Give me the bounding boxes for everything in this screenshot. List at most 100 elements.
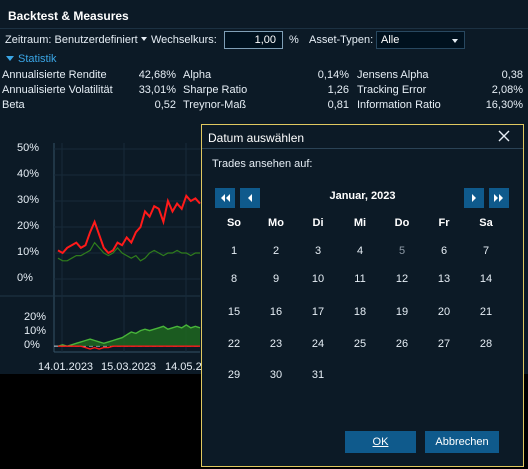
series-line <box>57 241 200 262</box>
calendar-day[interactable]: 25 <box>353 338 367 350</box>
x-tick-label: 15.03.2023 <box>101 361 157 373</box>
performance-chart <box>0 143 201 353</box>
weekday-header: Sa <box>479 217 493 229</box>
series-line <box>58 345 200 350</box>
stat-value: 42,68% <box>138 69 176 81</box>
zeitraum-label: Zeitraum: Benutzerdefiniert <box>5 34 138 46</box>
calendar-day[interactable]: 21 <box>479 306 493 318</box>
y-tick-label: 10% <box>17 246 40 258</box>
calendar-day[interactable]: 18 <box>353 306 367 318</box>
stat-value: 33,01% <box>138 84 176 96</box>
y-tick-label: 0% <box>24 339 40 352</box>
y-tick-label: 40% <box>17 168 40 180</box>
weekday-header: Mo <box>268 217 284 229</box>
dialog-title: Datum auswählen <box>208 131 305 145</box>
stat-value: 2,08% <box>491 84 523 96</box>
prev-month-button[interactable] <box>240 188 260 208</box>
dialog-titlebar: Datum auswählen <box>202 125 523 149</box>
calendar-day[interactable]: 31 <box>311 369 325 381</box>
y-tick-label: 0% <box>17 272 33 284</box>
close-icon[interactable] <box>497 129 511 143</box>
calendar-day[interactable]: 14 <box>479 273 493 285</box>
calendar-day[interactable]: 8 <box>230 273 238 285</box>
y-tick-label: 10% <box>24 325 47 337</box>
stat-label: Annualisierte Rendite <box>2 69 107 81</box>
calendar-day[interactable]: 1 <box>230 245 238 257</box>
stat-value: 0,14% <box>317 69 349 81</box>
calendar-day[interactable]: 30 <box>269 369 283 381</box>
calendar-day[interactable]: 7 <box>482 245 490 257</box>
last-month-button[interactable] <box>489 188 509 208</box>
chevron-down-icon <box>140 37 147 41</box>
asset-types-select[interactable]: Alle <box>376 31 465 49</box>
cancel-button[interactable]: Abbrechen <box>425 431 499 453</box>
calendar-day[interactable]: 4 <box>356 245 364 257</box>
stat-label: Treynor-Maß <box>183 99 247 111</box>
x-tick-label: 14.01.2023 <box>38 361 94 373</box>
y-tick-label: 30% <box>17 194 40 206</box>
statistik-toggle[interactable]: Statistik <box>6 53 57 65</box>
stat-label: Information Ratio <box>357 99 441 111</box>
calendar-day[interactable]: 27 <box>437 338 451 350</box>
stat-value: 1,26 <box>327 84 349 96</box>
calendar-day[interactable]: 13 <box>437 273 451 285</box>
calendar-day[interactable]: 6 <box>440 245 448 257</box>
y-tick-label: 50% <box>17 142 40 154</box>
stat-label: Sharpe Ratio <box>183 84 248 96</box>
ok-label: OK <box>372 436 389 448</box>
stat-label: Alpha <box>183 69 212 81</box>
calendar-day[interactable]: 3 <box>314 245 322 257</box>
dialog-prompt: Trades ansehen auf: <box>212 158 313 170</box>
calendar-day[interactable]: 20 <box>437 306 451 318</box>
stat-label: Beta <box>2 99 25 111</box>
calendar-day[interactable]: 12 <box>395 273 409 285</box>
calendar-day[interactable]: 2 <box>272 245 280 257</box>
calendar-day[interactable]: 10 <box>311 273 325 285</box>
calendar-day[interactable]: 23 <box>269 338 283 350</box>
chevron-right-icon <box>472 194 476 202</box>
first-month-button[interactable] <box>215 188 235 208</box>
stat-label: Annualisierte Volatilität <box>2 84 113 96</box>
calendar-day[interactable]: 11 <box>354 273 366 285</box>
wechselkurs-input[interactable]: 1,00 <box>224 31 283 49</box>
weekday-header: Fr <box>438 217 450 229</box>
series-line <box>57 324 201 347</box>
calendar-day[interactable]: 26 <box>395 338 409 350</box>
calendar-day[interactable]: 5 <box>398 245 406 257</box>
header-divider <box>0 28 528 29</box>
calendar-day[interactable]: 16 <box>269 306 283 318</box>
stat-label: Tracking Error <box>357 84 427 96</box>
weekday-header: Mi <box>353 217 367 229</box>
percent-label: % <box>289 34 299 46</box>
weekday-header: Do <box>394 217 410 229</box>
month-label: Januar, 2023 <box>329 190 396 202</box>
calendar-day[interactable]: 29 <box>227 369 241 381</box>
asset-types-label: Asset-Typen: <box>309 34 374 46</box>
next-month-button[interactable] <box>464 188 484 208</box>
calendar-day[interactable]: 24 <box>311 338 325 350</box>
calendar-day[interactable]: 22 <box>227 338 241 350</box>
calendar-day[interactable]: 15 <box>227 306 241 318</box>
triangle-down-icon <box>6 56 14 61</box>
weekday-header: Di <box>312 217 324 229</box>
chevron-down-icon <box>452 39 458 43</box>
chevron-left-icon <box>248 194 252 202</box>
statistik-header: Statistik <box>18 53 57 65</box>
stat-label: Jensens Alpha <box>357 69 429 81</box>
ok-button[interactable]: OK <box>345 431 416 453</box>
double-chevron-right-icon <box>494 194 503 202</box>
calendar-day[interactable]: 28 <box>479 338 493 350</box>
calendar-day[interactable]: 9 <box>272 273 280 285</box>
asset-types-value: Alle <box>381 34 400 46</box>
double-chevron-left-icon <box>221 194 230 202</box>
calendar-day[interactable]: 19 <box>395 306 409 318</box>
panel-title: Backtest & Measures <box>8 9 129 23</box>
stat-value: 0,52 <box>154 99 176 111</box>
series-line <box>57 193 201 255</box>
zeitraum-dropdown[interactable]: Zeitraum: Benutzerdefiniert <box>5 34 147 46</box>
y-tick-label: 20% <box>17 220 40 232</box>
x-tick-label: 14.05.2 <box>165 361 202 373</box>
date-picker-dialog: Datum auswählen Trades ansehen auf: Janu… <box>201 124 524 467</box>
weekday-header: So <box>226 217 242 229</box>
calendar-day[interactable]: 17 <box>311 306 325 318</box>
